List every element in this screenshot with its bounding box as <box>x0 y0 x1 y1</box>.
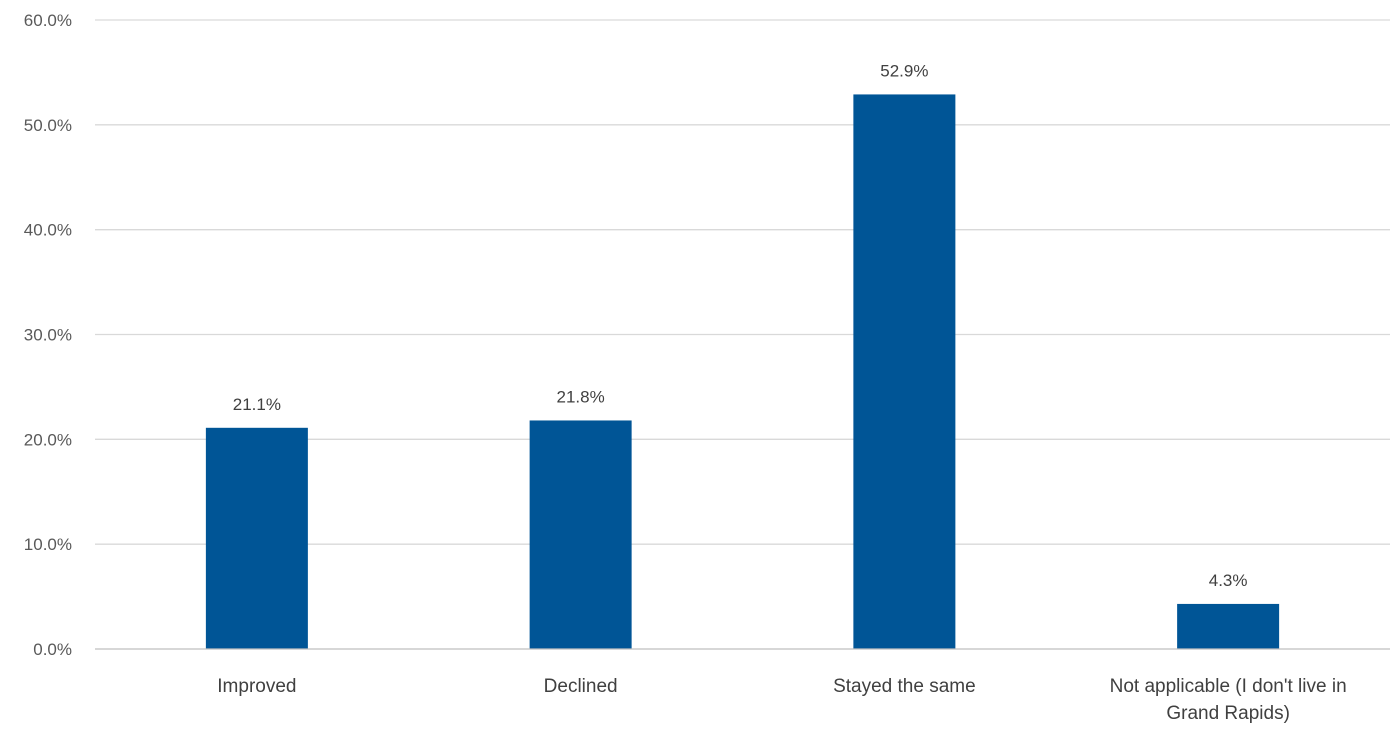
bar <box>853 94 956 650</box>
y-tick-label: 40.0% <box>24 221 72 240</box>
y-tick-label: 10.0% <box>24 535 72 554</box>
y-tick-label: 0.0% <box>33 640 72 659</box>
gridlines <box>95 19 1390 545</box>
data-label: 4.3% <box>1209 571 1248 590</box>
y-tick-label: 20.0% <box>24 430 72 449</box>
bar <box>1177 603 1280 649</box>
bar <box>205 427 308 649</box>
x-tick-label: Improved <box>217 676 296 697</box>
x-tick-label: Declined <box>544 676 618 697</box>
data-label: 21.1% <box>233 395 281 414</box>
y-tick-label: 50.0% <box>24 116 72 135</box>
y-tick-label: 60.0% <box>24 11 72 30</box>
y-tick-label: 30.0% <box>24 326 72 345</box>
data-label: 21.8% <box>557 387 605 406</box>
x-axis-category-labels: Improved Declined Stayed the same Not appli… <box>217 676 1346 724</box>
x-tick-label: Stayed the same <box>833 676 976 697</box>
data-labels: 21.1% 21.8% 52.9% 4.3% <box>233 61 1248 589</box>
data-label: 52.9% <box>880 61 928 80</box>
bar <box>529 420 632 649</box>
x-tick-label: Not applicable (I don't live in Grand Rap… <box>1110 676 1347 724</box>
y-axis-tick-labels: 0.0% 10.0% 20.0% 30.0% 40.0% 50.0% 60.0% <box>24 11 72 659</box>
bars <box>205 94 1280 650</box>
